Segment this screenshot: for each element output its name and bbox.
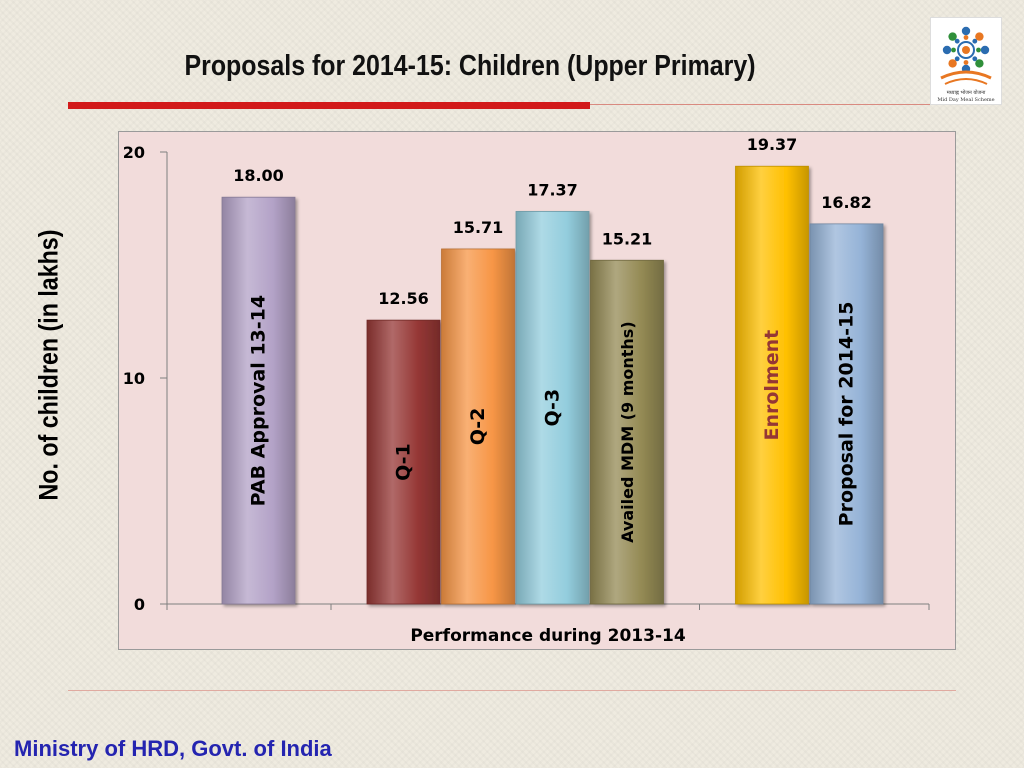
chart-area: 0 10 20 18.00 PAB Approval 13-14 12.56 Q-1 15.7…	[118, 131, 956, 650]
data-label: 19.37	[747, 135, 798, 154]
bar-q-3	[515, 211, 590, 605]
y-tick-label: 10	[123, 369, 145, 388]
category-label: Q-3	[542, 389, 564, 427]
category-label: Q-1	[393, 443, 415, 481]
category-label: PAB Approval 13-14	[248, 295, 270, 506]
data-label: 18.00	[233, 166, 284, 185]
title-underline-accent	[68, 102, 590, 109]
bar-pab-approval-13-14	[221, 196, 296, 605]
data-label: 12.56	[378, 289, 429, 308]
category-label: Proposal for 2014-15	[836, 302, 858, 527]
y-tick-label: 0	[134, 595, 145, 614]
mid-day-meal-logo: मध्याह्न भोजन योजना Mid Day Meal Scheme	[930, 17, 1002, 105]
y-axis-title: No. of children (in lakhs)	[33, 229, 64, 501]
title-underline-thin	[590, 104, 930, 105]
y-tick-label: 20	[123, 143, 145, 162]
logo-caption-hindi: मध्याह्न भोजन योजना	[946, 90, 986, 96]
footer-ministry: Ministry of HRD, Govt. of India	[14, 736, 332, 761]
data-label: 17.37	[527, 180, 578, 199]
category-label: Q-2	[467, 408, 489, 446]
mid-day-meal-emblem-icon	[940, 26, 992, 85]
bar-q-1	[366, 319, 441, 605]
data-label: 15.21	[602, 229, 653, 248]
data-label: 16.82	[821, 193, 872, 212]
bar-availed-mdm-9-months	[590, 259, 664, 605]
slide-title: Proposals for 2014-15: Children (Upper P…	[184, 50, 756, 82]
data-label: 15.71	[453, 218, 504, 237]
footer-divider	[68, 690, 956, 691]
bar-enrolment	[735, 165, 809, 605]
category-label: Enrolment	[761, 330, 783, 441]
bar-chart: 0 10 20 18.00 PAB Approval 13-14 12.56 Q-1 15.7…	[123, 135, 930, 646]
bar-proposal-for-2014-15	[809, 223, 884, 605]
bar-q-2	[441, 248, 515, 605]
category-label: Availed MDM (9 months)	[618, 321, 637, 543]
x-axis-title: Performance during 2013-14	[410, 626, 686, 646]
logo-caption-english: Mid Day Meal Scheme	[937, 97, 995, 103]
